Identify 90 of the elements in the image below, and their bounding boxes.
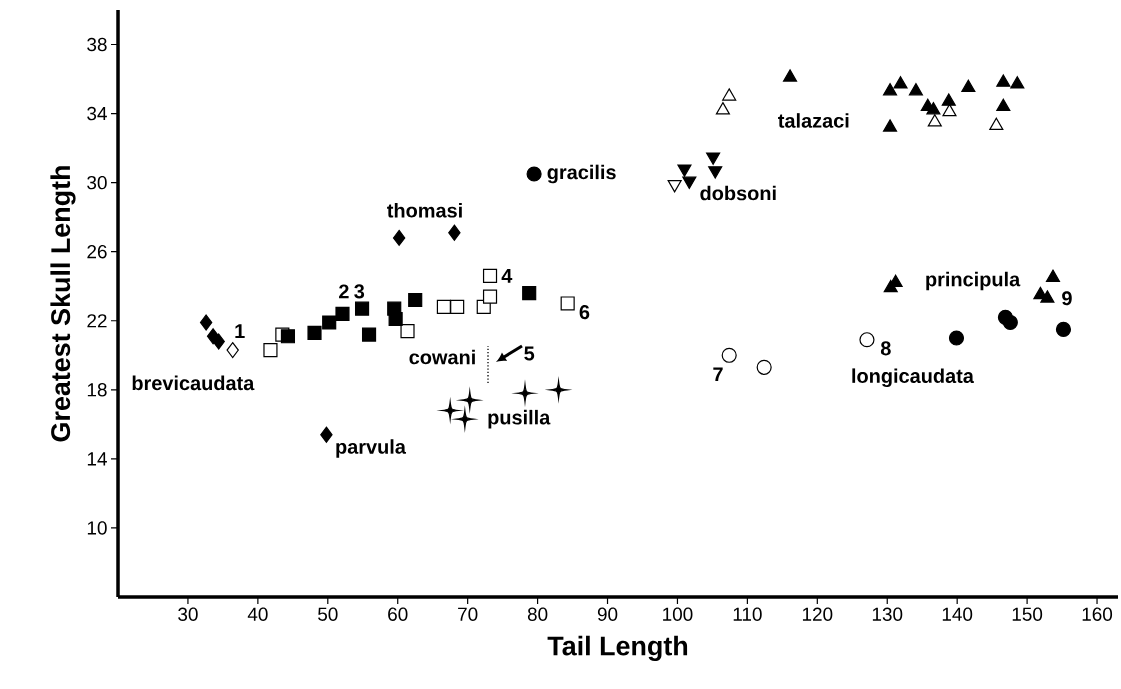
point xyxy=(926,102,941,115)
point xyxy=(996,98,1011,111)
x-tick-label: 50 xyxy=(318,607,338,621)
x-tick-label: 130 xyxy=(872,607,903,621)
x-tick-label: 70 xyxy=(458,607,478,621)
point xyxy=(526,166,542,182)
point xyxy=(263,343,278,358)
x-tick-label: 150 xyxy=(1012,607,1043,621)
annotation: principula xyxy=(926,271,1021,291)
annotation: 4 xyxy=(501,269,513,283)
annotation: parvula xyxy=(336,439,407,458)
point xyxy=(199,314,213,331)
point xyxy=(212,333,225,350)
annotation: 9 xyxy=(1062,291,1072,306)
x-tick-label: 120 xyxy=(802,607,833,621)
point xyxy=(948,330,965,346)
point xyxy=(893,76,908,89)
y-tick-label: 38 xyxy=(87,37,107,52)
point xyxy=(408,292,423,308)
point xyxy=(1002,314,1018,331)
annotation: 6 xyxy=(579,305,590,320)
point xyxy=(450,299,465,315)
point xyxy=(436,299,451,315)
point xyxy=(560,296,575,311)
annotation: gracilis xyxy=(547,164,616,184)
point xyxy=(756,359,772,375)
annotation: longicaudata xyxy=(852,368,974,388)
point xyxy=(448,224,461,241)
point xyxy=(482,289,498,304)
x-tick-label: 30 xyxy=(178,607,198,621)
point xyxy=(522,286,537,301)
point xyxy=(941,93,956,106)
point xyxy=(782,69,798,82)
point xyxy=(320,426,333,443)
x-tick-label: 140 xyxy=(942,607,973,621)
x-tick-label: 40 xyxy=(247,607,268,621)
point xyxy=(1055,321,1072,337)
y-tick-label: 18 xyxy=(87,383,107,397)
annotation: 7 xyxy=(713,367,723,382)
annotation: thomasi xyxy=(387,202,462,218)
point xyxy=(882,119,898,132)
point xyxy=(361,327,377,342)
y-tick-label: 14 xyxy=(87,452,107,466)
annotation: brevicaudata xyxy=(132,375,255,391)
annotation: 3 xyxy=(354,284,365,299)
annotation: dobsoni xyxy=(700,185,776,201)
x-tick-label: 90 xyxy=(597,607,618,621)
point xyxy=(1010,76,1025,89)
x-tick-label: 60 xyxy=(388,607,408,621)
y-tick-label: 30 xyxy=(87,175,107,190)
point xyxy=(989,117,1004,130)
annotation: talazaci xyxy=(778,113,849,128)
y-tick-label: 10 xyxy=(87,521,107,535)
annotation: 8 xyxy=(880,341,891,356)
x-tick-label: 160 xyxy=(1082,607,1113,621)
annotation: 1 xyxy=(235,324,245,338)
point xyxy=(1040,290,1055,303)
x-tick-label: 110 xyxy=(733,607,762,621)
point xyxy=(1045,269,1061,282)
point xyxy=(996,74,1011,87)
point xyxy=(722,88,737,101)
y-tick-label: 26 xyxy=(87,244,107,259)
point xyxy=(400,324,415,339)
y-tick-label: 34 xyxy=(87,106,107,121)
y-tick-label: 22 xyxy=(87,314,107,328)
point xyxy=(226,342,239,359)
point xyxy=(908,83,923,96)
point xyxy=(721,347,737,363)
point xyxy=(322,315,337,330)
point xyxy=(335,306,350,321)
point xyxy=(354,301,370,316)
point xyxy=(927,114,942,127)
annotation: cowani xyxy=(409,349,475,365)
point xyxy=(307,325,322,340)
annotation: 2 xyxy=(339,284,349,299)
x-tick-label: 100 xyxy=(663,607,693,621)
point xyxy=(280,329,296,344)
point xyxy=(392,229,406,246)
point xyxy=(482,268,498,283)
point xyxy=(387,301,402,316)
y-axis-title: Greatest Skull Length xyxy=(50,166,76,442)
x-tick-label: 80 xyxy=(527,607,548,621)
point xyxy=(859,332,875,348)
point xyxy=(942,103,957,117)
point xyxy=(715,102,730,115)
annotation: 5 xyxy=(524,346,535,361)
annotation: pusilla xyxy=(488,409,551,429)
point xyxy=(882,83,898,96)
x-axis-title: Tail Length xyxy=(547,635,688,661)
point xyxy=(961,79,976,93)
